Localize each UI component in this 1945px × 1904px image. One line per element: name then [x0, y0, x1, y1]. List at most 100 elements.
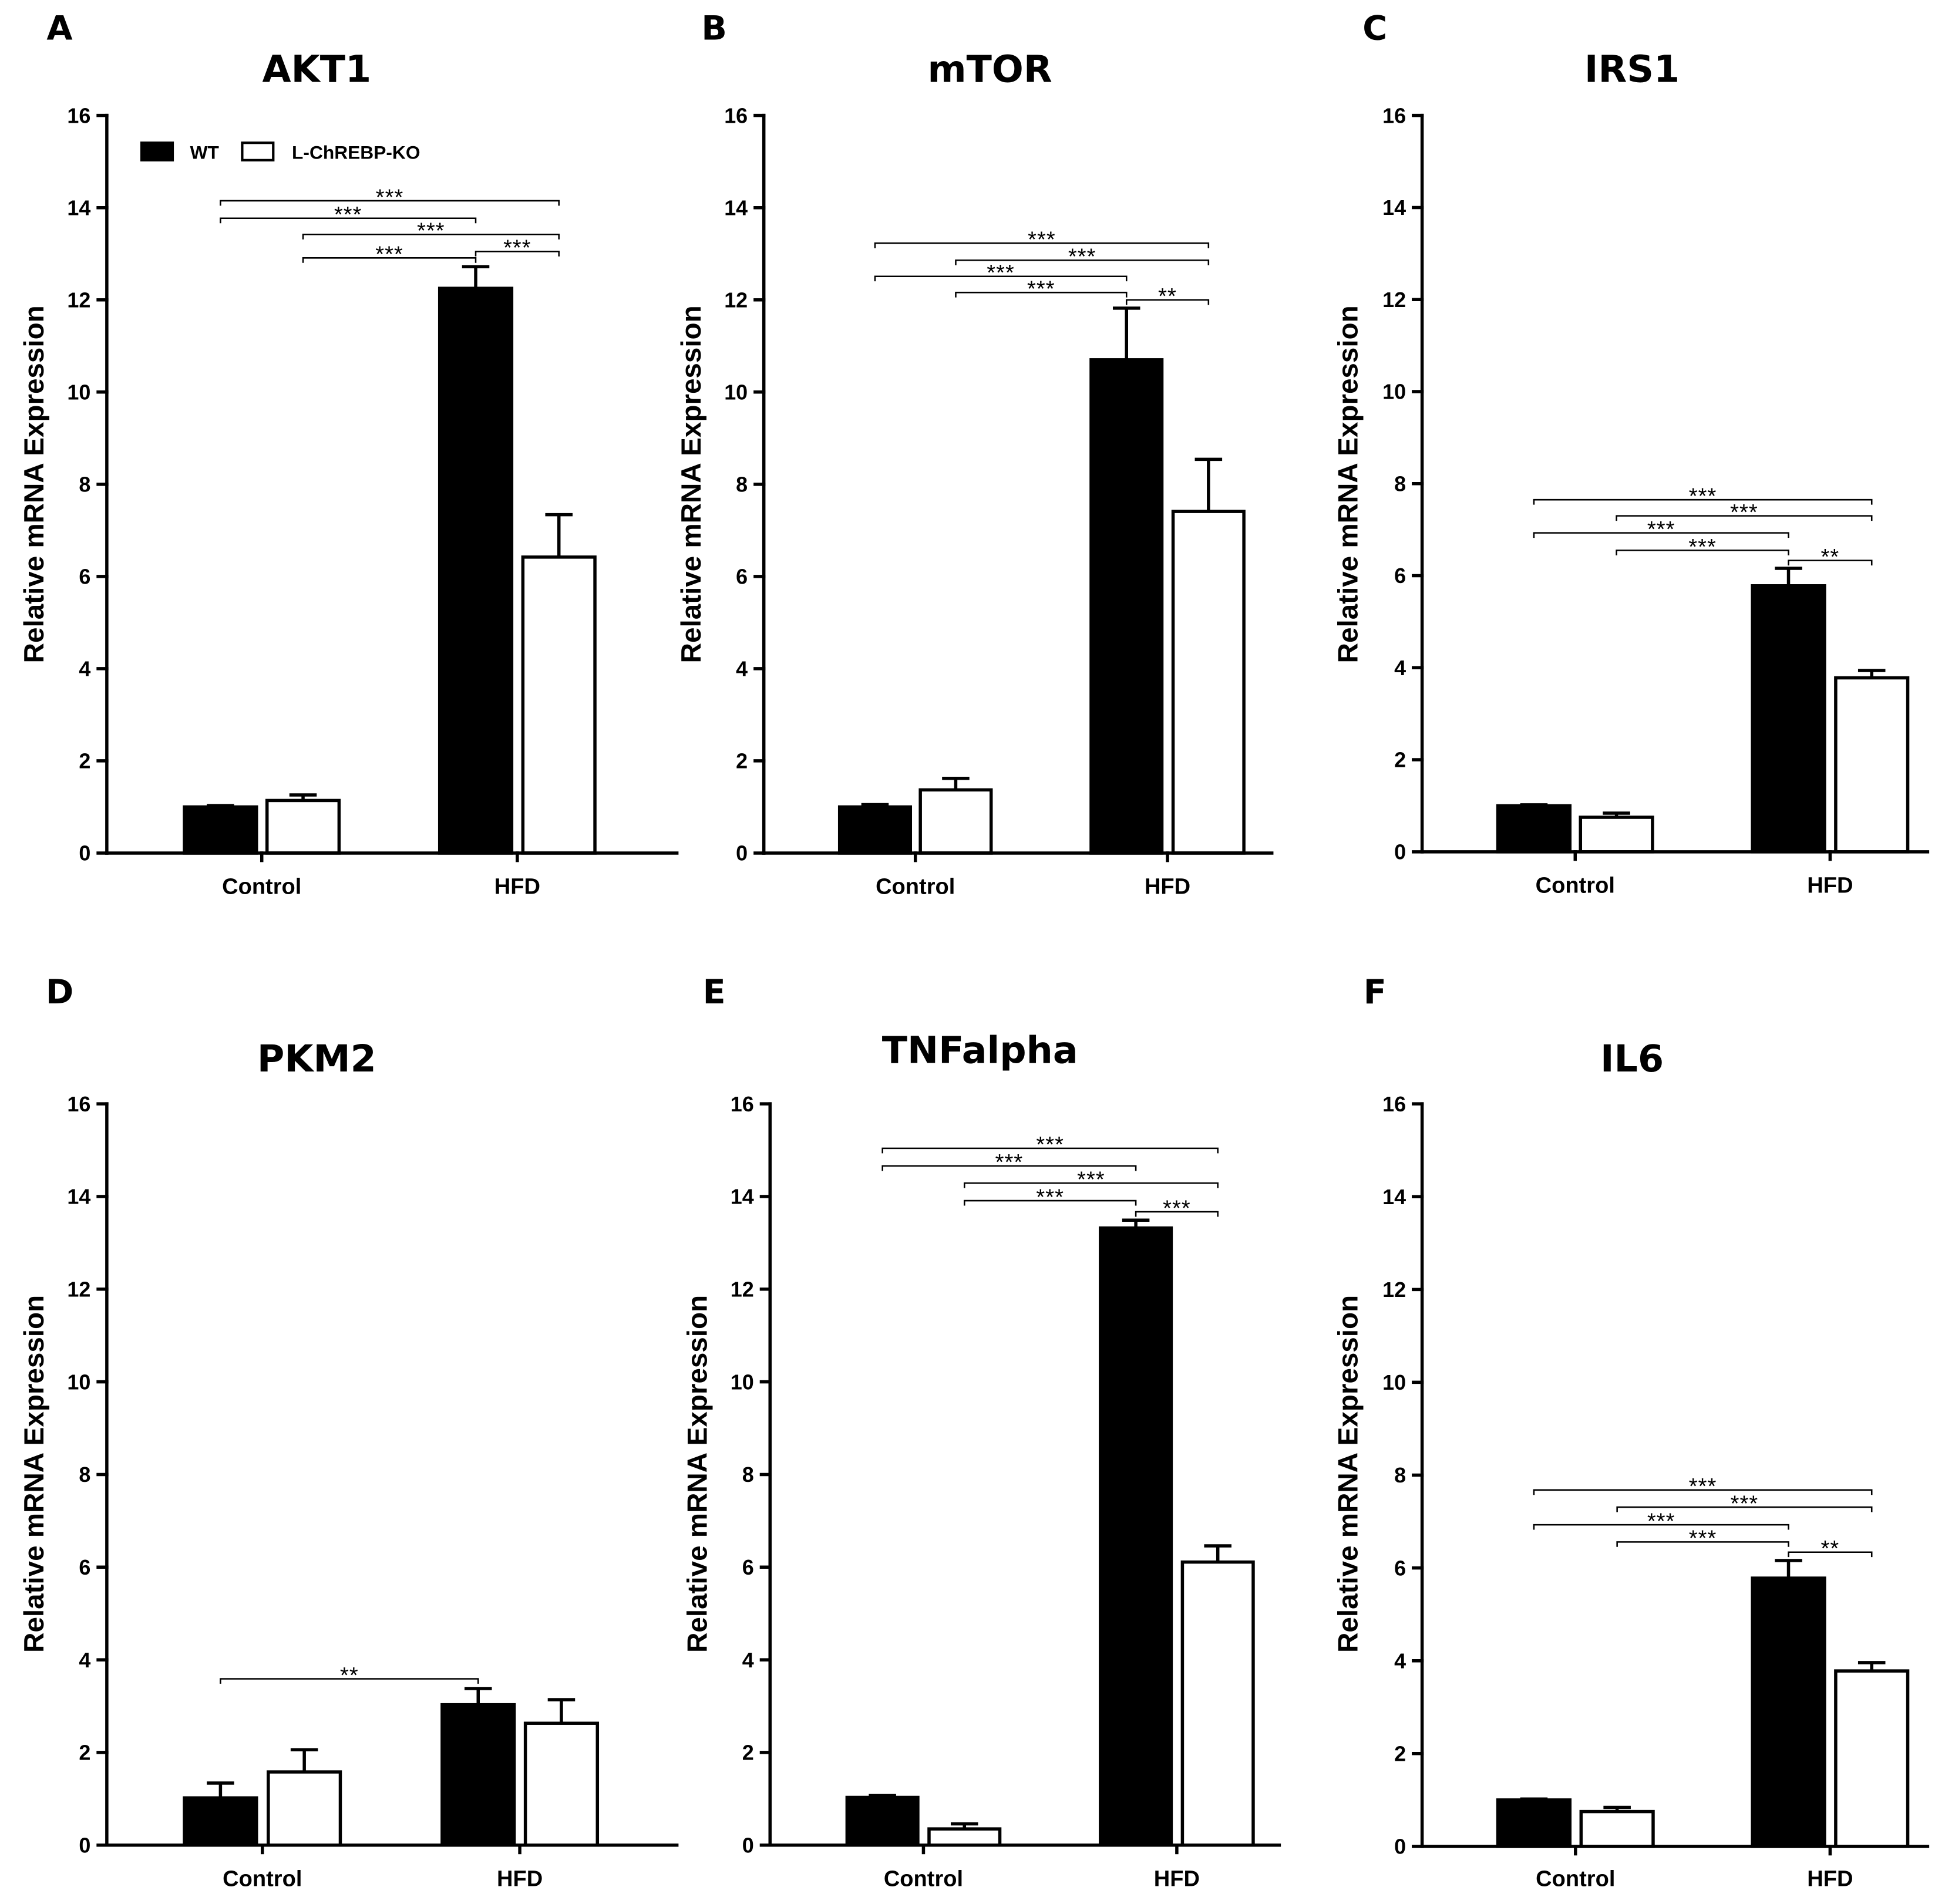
significance-label: ***: [1689, 484, 1717, 509]
error-bar: [207, 1781, 234, 1798]
y-tick-label: 10: [67, 380, 90, 404]
error-bar: [1204, 1544, 1231, 1562]
x-category-label: HFD: [497, 1867, 543, 1892]
significance-label: ***: [1688, 535, 1717, 560]
x-category-label: Control: [876, 875, 955, 899]
y-tick-label: 6: [1394, 564, 1406, 588]
error-bar: [1112, 306, 1140, 360]
bar-control-ko: [1579, 815, 1654, 854]
error-bar: [547, 1698, 576, 1724]
significance-label: ***: [1730, 500, 1758, 525]
x-category-label: HFD: [1154, 1867, 1200, 1892]
error-bar: [1775, 567, 1802, 586]
bar-control-wt: [1496, 1798, 1572, 1848]
x-category-label: Control: [223, 1867, 302, 1892]
bar-hfd-wt: [438, 287, 514, 855]
error-bar: [1603, 811, 1630, 818]
error-bar: [464, 1687, 492, 1705]
significance-label: ***: [1077, 1167, 1105, 1192]
chart-title: TNFalpha: [882, 1028, 1078, 1071]
bar-control-wt: [845, 1795, 920, 1847]
y-tick-label: 6: [742, 1555, 754, 1579]
error-bar: [207, 804, 234, 807]
y-tick-label: 8: [1394, 1463, 1406, 1487]
y-tick-label: 0: [736, 841, 748, 865]
y-tick-label: 0: [1394, 840, 1406, 864]
significance-bracket: [220, 1678, 479, 1684]
significance-bracket: [963, 1182, 1219, 1188]
significance-bracket: [302, 233, 560, 240]
y-tick-label: 4: [742, 1648, 754, 1672]
significance-label: ***: [1689, 1526, 1717, 1551]
error-bar: [545, 513, 573, 557]
y-tick-label: 4: [1394, 1649, 1406, 1673]
y-tick-label: 12: [1382, 1278, 1406, 1302]
chart-title: PKM2: [257, 1037, 376, 1080]
y-tick-label: 2: [79, 749, 90, 773]
significance-label: ***: [334, 203, 362, 227]
error-bar: [1122, 1218, 1150, 1228]
x-category-label: HFD: [1145, 875, 1190, 899]
y-tick-label: 4: [1394, 656, 1406, 680]
significance-bracket: [963, 1199, 1137, 1206]
y-tick-label: 8: [736, 473, 748, 497]
bar-control-ko: [267, 1770, 342, 1847]
y-tick-label: 10: [67, 1370, 90, 1394]
significance-label: ***: [1036, 1133, 1064, 1157]
error-bar: [462, 265, 490, 289]
significance-label: **: [1821, 545, 1840, 569]
significance-label: ***: [375, 242, 403, 267]
y-tick-label: 8: [79, 1462, 90, 1487]
y-tick-label: 0: [79, 1833, 90, 1857]
legend: WT L-ChREBP-KO: [140, 141, 420, 163]
bar-hfd-ko: [521, 555, 597, 855]
y-tick-label: 8: [1394, 471, 1406, 496]
significance-label: ***: [1028, 228, 1056, 252]
y-tick-label: 0: [742, 1833, 754, 1857]
error-bar: [950, 1822, 978, 1829]
y-tick-label: 0: [1394, 1835, 1406, 1859]
chart-title: IRS1: [1584, 48, 1680, 91]
significance-label: ***: [1647, 1509, 1675, 1534]
bar-control-wt: [183, 1796, 258, 1847]
x-category-label: HFD: [1807, 1867, 1853, 1892]
significance-bracket: [1616, 550, 1789, 555]
significance-bracket: [302, 257, 477, 263]
bar-hfd-ko: [523, 1721, 600, 1847]
y-axis-label: Relative mRNA Expression: [682, 1295, 713, 1653]
bar-control-ko: [927, 1827, 1002, 1847]
chart-title: IL6: [1600, 1037, 1664, 1080]
bar-hfd-ko: [1171, 510, 1246, 855]
y-tick-label: 8: [742, 1462, 754, 1487]
significance-label: ***: [503, 236, 531, 261]
panel-letter: B: [701, 9, 727, 48]
y-tick-label: 12: [731, 1277, 754, 1301]
y-tick-label: 16: [1382, 1092, 1406, 1116]
chart-title: mTOR: [928, 48, 1052, 91]
panel-letter: D: [46, 973, 73, 1012]
panel-a: A AKT1 0 2 4 6 8 10 12 14 16 Relative mRNA Expressi…: [19, 9, 679, 899]
significance-label: **: [1821, 1536, 1840, 1561]
significance-label: ***: [1163, 1196, 1191, 1221]
y-tick-label: 16: [67, 103, 90, 127]
error-bar: [1857, 669, 1886, 678]
y-tick-label: 2: [736, 749, 748, 773]
y-axis-label: Relative mRNA Expression: [1333, 305, 1364, 663]
panel-letter: F: [1364, 973, 1387, 1012]
legend-swatch-wt: [140, 141, 174, 161]
x-category-label: Control: [884, 1867, 963, 1892]
error-bar: [1520, 1797, 1548, 1801]
y-tick-label: 10: [1382, 1370, 1406, 1394]
significance-bracket: [881, 1147, 1219, 1154]
y-tick-label: 6: [736, 565, 748, 589]
significance-bracket: [1135, 1211, 1219, 1217]
chart-title: AKT1: [262, 48, 371, 91]
significance-bracket: [1788, 1551, 1873, 1558]
bar-hfd-ko: [1834, 1669, 1910, 1848]
bar-control-wt: [837, 805, 913, 855]
y-tick-label: 6: [79, 1555, 90, 1579]
y-tick-label: 12: [67, 288, 90, 312]
significance-bracket: [1788, 560, 1873, 566]
